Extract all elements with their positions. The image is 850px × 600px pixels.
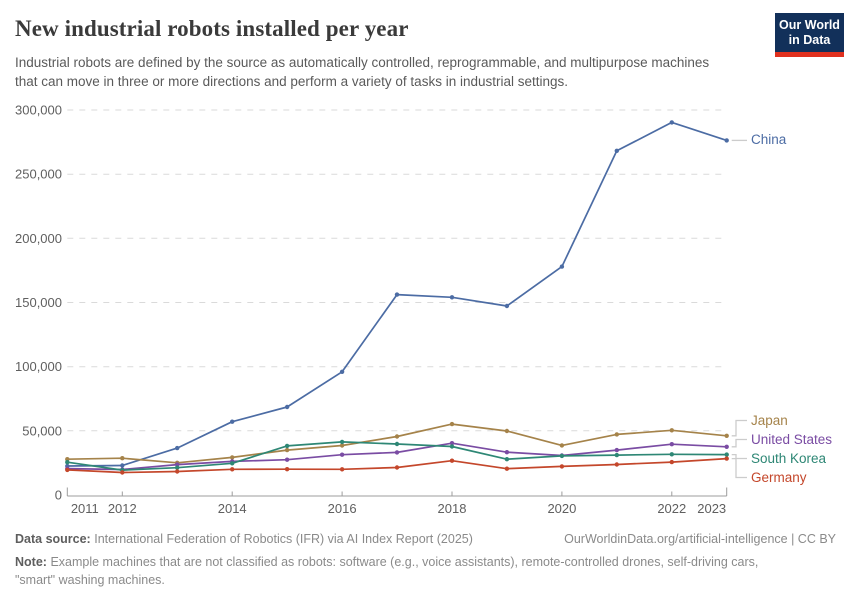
note-text: Example machines that are not classified… xyxy=(15,555,759,587)
data-point-united-states xyxy=(394,450,400,455)
data-point-south-korea xyxy=(614,452,619,458)
data-point-china xyxy=(120,463,125,468)
data-point-germany xyxy=(669,459,674,465)
data-point-germany xyxy=(120,470,125,475)
data-point-united-states xyxy=(175,462,180,467)
data-point-germany xyxy=(559,464,565,469)
label-leader-japan xyxy=(731,419,747,437)
x-tick-label: 2022 xyxy=(657,501,686,516)
data-source-text: International Federation of Robotics (IF… xyxy=(94,532,473,546)
data-point-united-states xyxy=(504,450,510,455)
y-tick-label: 150,000 xyxy=(15,295,62,310)
data-point-china xyxy=(339,369,345,374)
chart-footer: Data source: International Federation of… xyxy=(15,530,836,589)
owid-logo[interactable]: Our World in Data xyxy=(775,13,844,57)
series-label-china[interactable]: China xyxy=(751,132,787,148)
data-point-united-states xyxy=(339,452,345,457)
data-point-south-korea xyxy=(339,439,345,445)
x-tick-label: 2018 xyxy=(438,501,467,516)
y-tick-label: 300,000 xyxy=(15,103,62,118)
data-point-japan xyxy=(504,428,510,434)
data-point-china xyxy=(449,295,455,300)
data-point-south-korea xyxy=(284,443,290,449)
data-point-germany xyxy=(284,467,290,472)
data-source-line: Data source: International Federation of… xyxy=(15,530,473,548)
data-point-south-korea xyxy=(230,461,235,466)
label-leader-south-korea xyxy=(731,453,747,460)
chart-title: New industrial robots installed per year xyxy=(15,16,409,41)
data-point-south-korea xyxy=(449,444,455,449)
y-tick-label: 50,000 xyxy=(22,423,62,438)
x-tick-label: 2014 xyxy=(218,501,247,516)
line-chart-canvas[interactable]: 0 50,000 100,000 150,000 200,000 250,000 300,0… xyxy=(0,0,850,530)
data-point-united-states xyxy=(724,444,729,449)
data-point-japan xyxy=(449,421,455,427)
x-tick-label: 2016 xyxy=(328,501,357,516)
data-point-japan xyxy=(230,455,235,460)
data-point-japan xyxy=(614,432,619,437)
series-label-united-states[interactable]: United States xyxy=(751,431,833,447)
data-point-germany xyxy=(449,458,455,463)
data-point-china xyxy=(175,445,180,451)
data-point-south-korea xyxy=(559,453,565,459)
data-point-united-states xyxy=(614,447,619,453)
x-tick-label: 2020 xyxy=(547,501,576,516)
x-tick-label: 2011 xyxy=(71,501,99,516)
label-leader-germany xyxy=(731,457,747,479)
data-point-china xyxy=(559,264,565,269)
data-source-label: Data source: xyxy=(15,532,91,546)
label-leader-united-states xyxy=(731,438,747,448)
data-point-china xyxy=(230,419,235,424)
data-point-japan xyxy=(339,443,345,448)
data-point-germany xyxy=(394,465,400,470)
data-point-china xyxy=(394,292,400,297)
data-point-united-states xyxy=(284,457,290,462)
owid-logo-line2: in Data xyxy=(788,33,831,47)
data-point-germany xyxy=(230,467,235,472)
x-tick-label: 2023 xyxy=(697,501,726,516)
series-label-japan[interactable]: Japan xyxy=(751,412,788,428)
data-point-japan xyxy=(120,456,125,461)
data-point-south-korea xyxy=(175,465,180,470)
data-point-south-korea xyxy=(724,452,729,457)
data-point-south-korea xyxy=(394,441,400,447)
note-label: Note: xyxy=(15,555,47,569)
data-point-germany xyxy=(339,467,345,472)
data-point-germany xyxy=(614,462,619,467)
chart-note: Note: Example machines that are not clas… xyxy=(15,553,787,589)
data-point-united-states xyxy=(449,441,455,446)
data-point-south-korea xyxy=(65,460,70,465)
data-point-china xyxy=(614,148,619,153)
data-point-germany xyxy=(504,466,510,471)
y-tick-label: 200,000 xyxy=(15,231,62,246)
data-point-south-korea xyxy=(669,452,674,457)
data-point-south-korea xyxy=(504,457,510,462)
y-tick-label: 100,000 xyxy=(15,359,62,374)
data-point-japan xyxy=(284,447,290,453)
data-point-united-states xyxy=(669,442,674,447)
data-point-japan xyxy=(724,433,729,438)
data-point-china xyxy=(504,303,510,309)
data-point-japan xyxy=(669,428,674,433)
y-tick-label: 0 xyxy=(55,488,62,503)
data-point-germany xyxy=(724,456,729,461)
owid-license-link[interactable]: OurWorldinData.org/artificial-intelligen… xyxy=(564,532,836,546)
data-point-china xyxy=(724,138,729,143)
chart-plot-area[interactable]: 0 50,000 100,000 150,000 200,000 250,000 300,0… xyxy=(0,0,850,530)
data-point-china xyxy=(669,120,674,125)
data-point-germany xyxy=(175,469,180,474)
y-tick-label: 250,000 xyxy=(15,167,62,182)
owid-logo-line1: Our World xyxy=(779,18,840,32)
x-tick-label: 2012 xyxy=(108,501,137,516)
chart-subtitle: Industrial robots are defined by the sou… xyxy=(15,55,710,89)
data-point-germany xyxy=(65,467,70,473)
data-point-china xyxy=(284,404,290,410)
series-label-south-korea[interactable]: South Korea xyxy=(751,450,827,466)
data-point-japan xyxy=(394,434,400,439)
series-label-germany[interactable]: Germany xyxy=(751,469,807,485)
data-point-japan xyxy=(559,443,565,448)
